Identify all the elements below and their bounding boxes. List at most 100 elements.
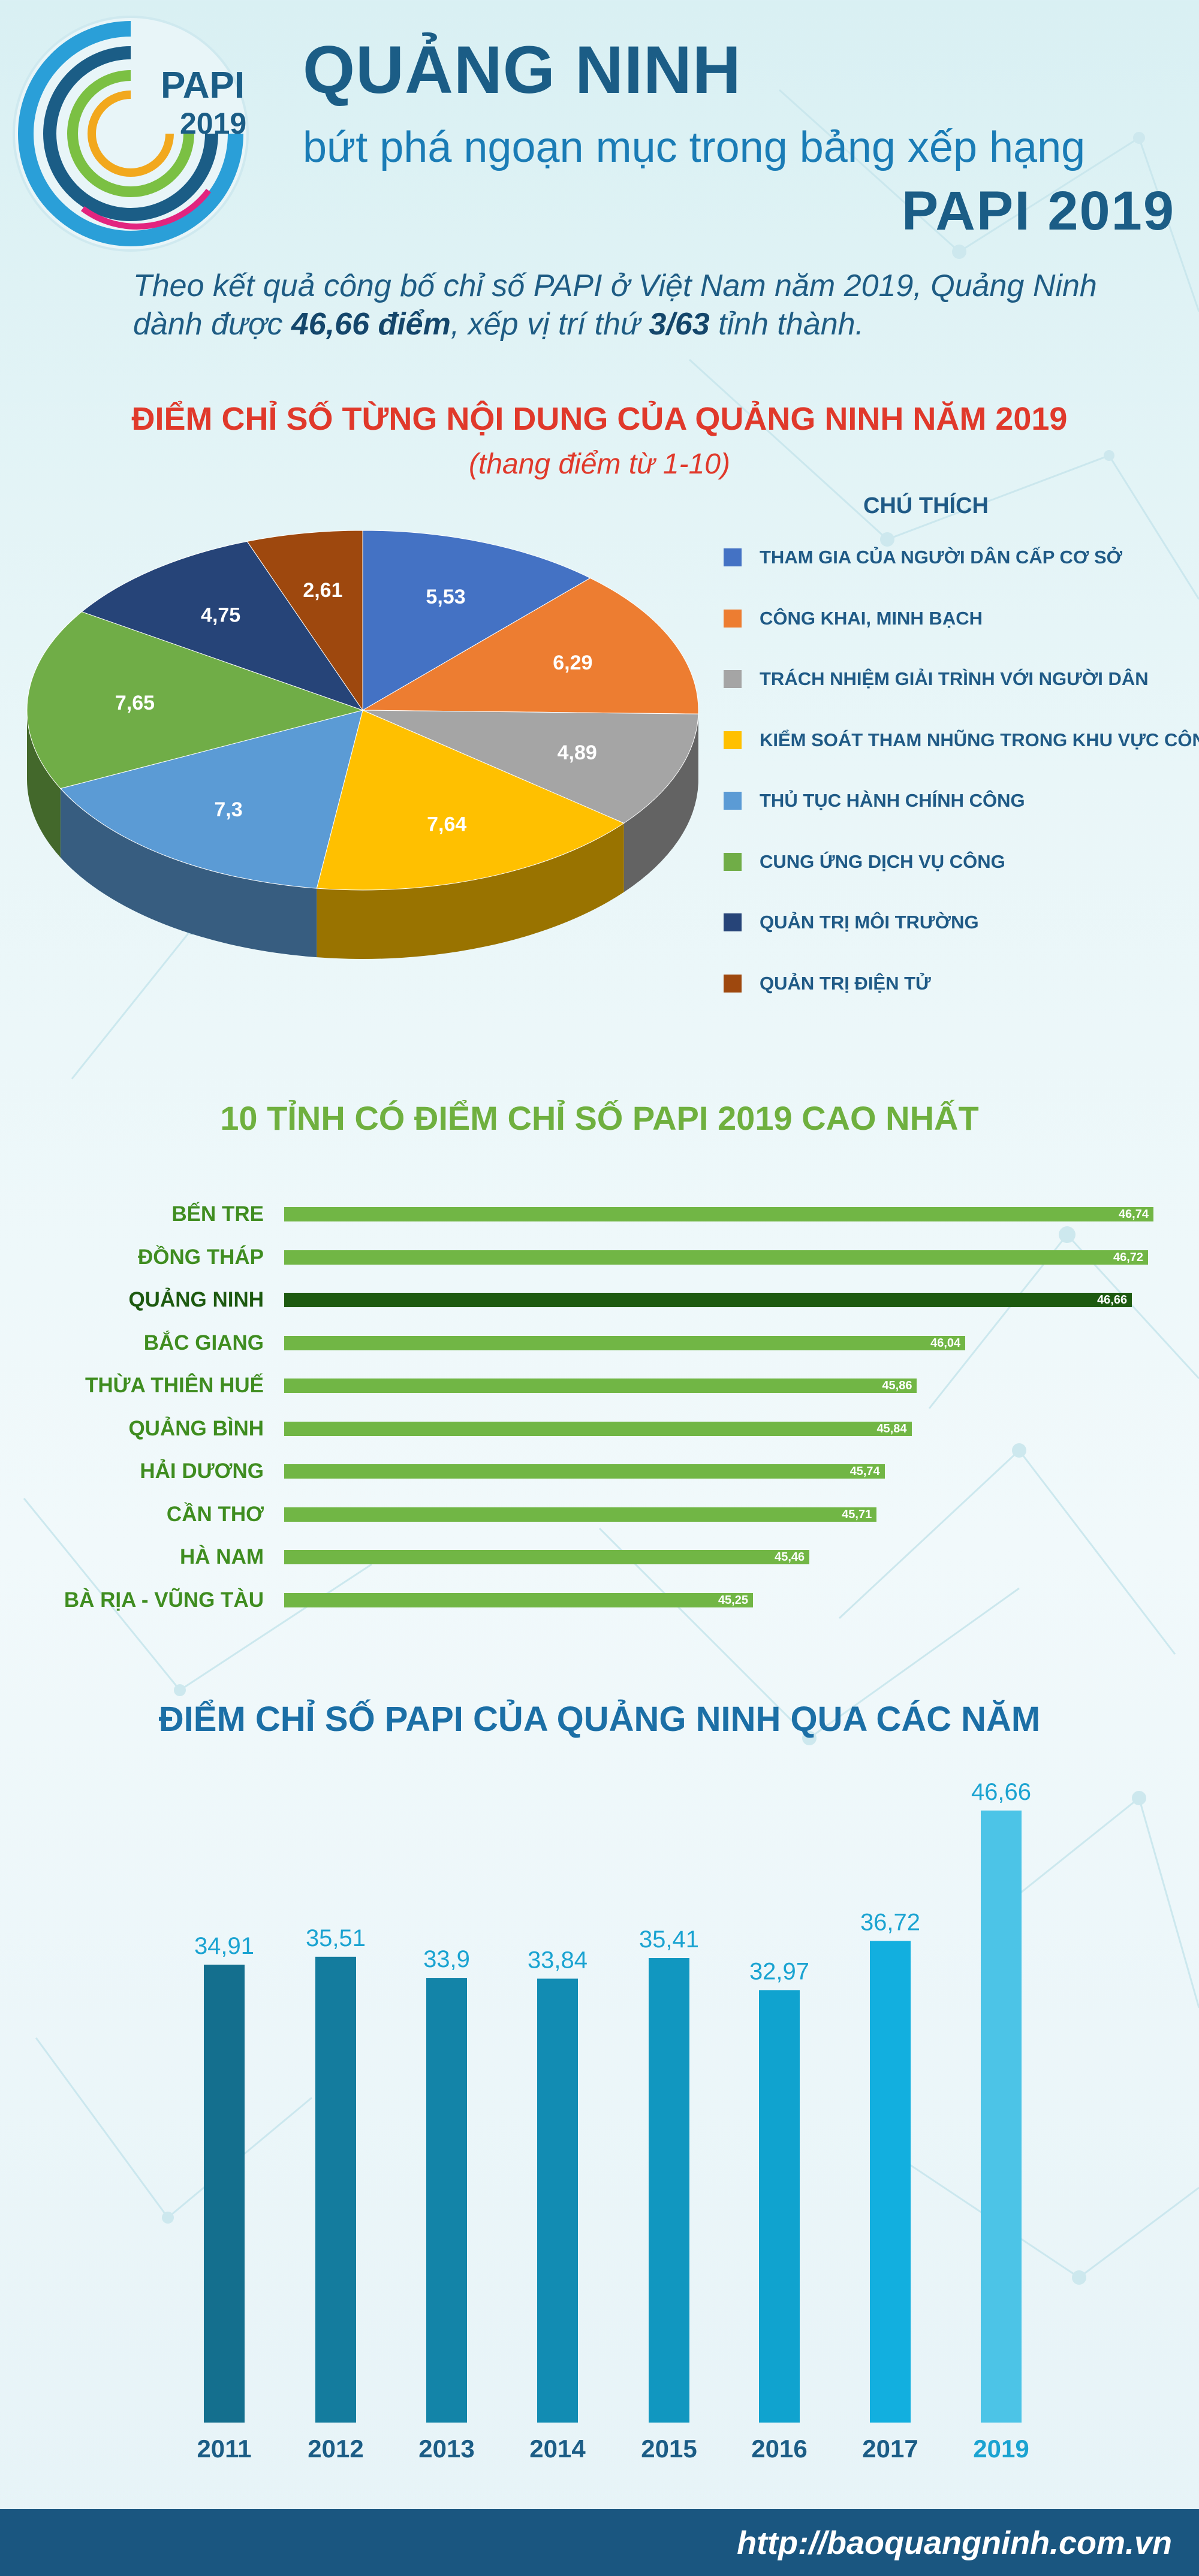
pie-slice	[26, 611, 364, 789]
rank-bar: 46,72	[284, 1250, 1149, 1265]
rank-row: CẦN THƠ 45,71	[0, 1500, 1199, 1529]
logo-year: 2019	[180, 107, 246, 140]
year-bar	[981, 1810, 1022, 2423]
rank-row: QUẢNG BÌNH 45,84	[0, 1414, 1199, 1443]
pie-side-walls	[27, 710, 698, 959]
rank-province-name: HÀ NAM	[180, 1545, 264, 1568]
legend-label: CUNG ỨNG DỊCH VỤ CÔNG	[760, 850, 1005, 872]
papi-logo: PAPI 2019	[13, 16, 249, 252]
legend-label: QUẢN TRỊ ĐIỆN TỬ	[760, 972, 931, 994]
yearly-bar-chart: 34,91 2011 35,51 2012 33,9 2013 33,84 2014 35,41…	[194, 1779, 1031, 2463]
pie-slice	[362, 530, 591, 711]
pie-slice	[362, 710, 699, 824]
pie-slices	[26, 530, 699, 891]
year-axis-label: 2019	[973, 2435, 1029, 2463]
rank-value-label: 45,25	[718, 1593, 748, 1607]
year-axis-label: 2011	[197, 2435, 251, 2463]
legend-swatch	[724, 852, 742, 871]
year-bar	[537, 1978, 578, 2423]
legend-item: KIỂM SOÁT THAM NHŨNG TRONG KHU VỰC CÔNG	[724, 728, 1199, 752]
year-axis-label: 2017	[862, 2435, 918, 2463]
yearly-chart-title: ĐIỂM CHỈ SỐ PAPI CỦA QUẢNG NINH QUA CÁC …	[158, 1700, 1041, 1739]
year-value-label: 32,97	[749, 1958, 809, 1984]
year-bar	[759, 1990, 800, 2423]
legend-item: CUNG ỨNG DỊCH VỤ CÔNG	[724, 850, 1005, 874]
legend-swatch	[724, 731, 742, 749]
year-bar	[426, 1978, 467, 2423]
legend-swatch	[724, 609, 742, 628]
intro-text: Theo kết quả công bố chỉ số PAPI ở Việt …	[133, 267, 1164, 343]
legend-label: CÔNG KHAI, MINH BẠCH	[760, 607, 983, 629]
intro-score: 46,66 điểm	[291, 307, 451, 342]
rank-province-name: THỪA THIÊN HUẾ	[85, 1374, 264, 1397]
legend-swatch	[724, 792, 742, 810]
legend-item: THỦ TỤC HÀNH CHÍNH CÔNG	[724, 789, 1025, 813]
year-axis-label: 2016	[751, 2435, 807, 2463]
rank-bar: 46,66	[284, 1293, 1132, 1307]
rank-province-name: QUẢNG BÌNH	[128, 1416, 264, 1440]
legend-item: QUẢN TRỊ ĐIỆN TỬ	[724, 972, 931, 996]
legend-label: QUẢN TRỊ MÔI TRƯỜNG	[760, 912, 979, 933]
pie-slice-side	[623, 714, 698, 892]
legend-swatch	[724, 670, 742, 688]
rank-row: HẢI DƯƠNG 45,74	[0, 1457, 1199, 1486]
rank-value-label: 45,46	[775, 1551, 805, 1564]
year-axis-label: 2012	[308, 2435, 363, 2463]
pie-slice	[59, 710, 363, 889]
rank-bar: 45,25	[284, 1592, 753, 1607]
year-value-label: 46,66	[971, 1779, 1031, 1805]
rank-value-label: 46,74	[1118, 1208, 1149, 1221]
rank-province-name: BẾN TRE	[171, 1202, 264, 1226]
pie-slice-label: 6,29	[553, 651, 592, 674]
legend-title: CHÚ THÍCH	[863, 493, 989, 518]
year-value-label: 36,72	[860, 1909, 920, 1935]
legend-item: THAM GIA CỦA NGƯỜI DÂN CẤP CƠ SỞ	[724, 545, 1122, 569]
legend-swatch	[724, 913, 742, 931]
rank-value-label: 45,71	[842, 1507, 872, 1521]
pie-slice-side	[60, 788, 317, 958]
pie-data-labels: 5,53 6,29 4,89 7,64 7,3 7,65 4,75 2,61	[115, 579, 597, 836]
footer: http://baoquangninh.com.vn	[0, 2509, 1199, 2576]
year-value-label: 35,41	[639, 1926, 699, 1953]
intro-line-1: Theo kết quả công bố chỉ số PAPI ở Việt …	[133, 269, 1097, 303]
legend-item: TRÁCH NHIỆM GIẢI TRÌNH VỚI NGƯỜI DÂN	[724, 667, 1149, 691]
pie-slice-label: 5,53	[426, 586, 465, 608]
rank-value-label: 45,86	[882, 1379, 912, 1392]
rank-bar: 45,74	[284, 1464, 885, 1479]
year-bar	[870, 1941, 911, 2423]
logo-text: PAPI	[161, 65, 245, 106]
intro-line-2-pre: dành được	[133, 307, 291, 342]
pie-slice-label: 4,75	[201, 604, 240, 626]
rank-province-name: BÀ RỊA - VŨNG TÀU	[64, 1588, 264, 1612]
rank-row: HÀ NAM 45,46	[0, 1543, 1199, 1571]
pie-slice	[246, 530, 363, 711]
rank-value-label: 45,84	[876, 1422, 907, 1435]
pie-chart-title: ĐIỂM CHỈ SỐ TỪNG NỘI DUNG CỦA QUẢNG NINH…	[131, 401, 1068, 437]
year-value-label: 33,84	[528, 1947, 588, 1973]
pie-slice-label: 2,61	[303, 579, 342, 602]
year-bar	[315, 1956, 356, 2423]
legend-item: CÔNG KHAI, MINH BẠCH	[724, 607, 983, 631]
footer-url-link[interactable]: http://baoquangninh.com.vn	[737, 2525, 1172, 2561]
rank-value-label: 45,74	[849, 1465, 880, 1478]
rank-bar: 45,71	[284, 1507, 877, 1522]
rank-bar: 46,74	[284, 1207, 1153, 1221]
rank-row: BÀ RỊA - VŨNG TÀU 45,25	[0, 1586, 1199, 1615]
intro-line-2-post: tỉnh thành.	[709, 307, 864, 342]
page-subtitle: bứt phá ngoạn mục trong bảng xếp hạng	[303, 123, 1086, 171]
pie-slice-side	[317, 823, 624, 959]
pie-slice-label: 7,65	[115, 692, 155, 714]
year-bar	[649, 1958, 689, 2423]
papi-2019-title: PAPI 2019	[901, 180, 1175, 242]
legend-label: THỦ TỤC HÀNH CHÍNH CÔNG	[760, 790, 1025, 811]
year-axis-label: 2013	[418, 2435, 474, 2463]
year-axis-label: 2015	[641, 2435, 697, 2463]
year-axis-label: 2014	[529, 2435, 586, 2463]
rank-province-name: HẢI DƯƠNG	[140, 1459, 264, 1483]
top10-chart-title: 10 TỈNH CÓ ĐIỂM CHỈ SỐ PAPI 2019 CAO NHẤ…	[220, 1099, 979, 1137]
year-value-label: 33,9	[423, 1946, 470, 1972]
pie-chart-subtitle: (thang điểm từ 1-10)	[469, 448, 730, 480]
rank-bar: 45,84	[284, 1421, 912, 1436]
legend-label: KIỂM SOÁT THAM NHŨNG TRONG KHU VỰC CÔNG	[760, 729, 1199, 750]
